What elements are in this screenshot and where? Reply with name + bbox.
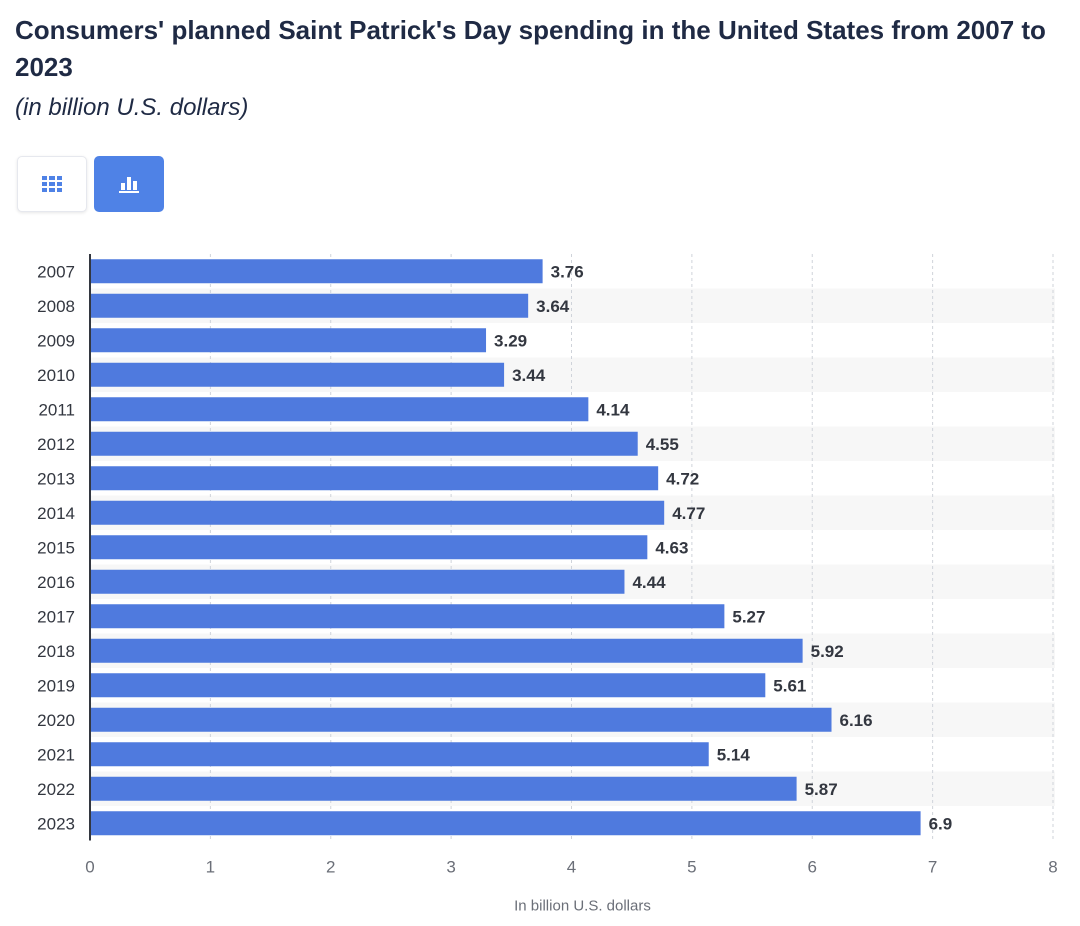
category-label: 2019 [37,676,75,695]
data-label: 4.72 [666,469,699,488]
bar[interactable] [90,431,638,456]
category-label: 2013 [37,469,75,488]
category-label: 2011 [38,400,75,419]
bar[interactable] [90,811,921,836]
category-label: 2014 [37,504,75,523]
x-tick-label: 2 [326,858,335,877]
x-tick-label: 1 [206,858,215,877]
bar[interactable] [90,466,659,491]
data-label: 5.92 [811,642,844,661]
data-label: 6.9 [929,814,953,833]
x-axis-title: In billion U.S. dollars [514,898,651,915]
category-label: 2015 [37,538,75,557]
data-label: 5.87 [805,780,838,799]
data-label: 4.63 [655,538,688,557]
x-tick-label: 5 [687,858,696,877]
bar[interactable] [90,673,766,698]
data-label: 4.55 [646,435,679,454]
category-label: 2018 [37,642,75,661]
bar[interactable] [90,776,797,801]
bar[interactable] [90,500,665,525]
data-label: 3.44 [512,366,546,385]
data-label: 4.77 [672,504,705,523]
bar[interactable] [90,604,725,629]
data-label: 3.29 [494,331,527,350]
x-tick-label: 8 [1048,858,1057,877]
category-label: 2021 [37,745,75,764]
category-label: 2022 [37,780,75,799]
chart-view-button[interactable] [94,156,164,212]
table-view-button[interactable] [17,156,87,212]
category-label: 2023 [37,814,75,833]
data-label: 3.64 [536,297,570,316]
data-label: 6.16 [840,711,873,730]
data-label: 3.76 [551,262,584,281]
data-label: 5.61 [773,676,806,695]
bar[interactable] [90,397,589,422]
x-tick-label: 4 [567,858,576,877]
data-label: 4.44 [632,573,666,592]
category-label: 2020 [37,711,75,730]
chart-title: Consumers' planned Saint Patrick's Day s… [15,15,1046,82]
bar[interactable] [90,707,832,732]
x-tick-label: 0 [85,858,94,877]
category-label: 2009 [37,331,75,350]
chart-subtitle: (in billion U.S. dollars) [15,94,249,121]
bar[interactable] [90,535,648,560]
x-tick-label: 6 [808,858,817,877]
bar[interactable] [90,293,529,318]
bar[interactable] [90,259,543,284]
data-label: 4.14 [596,400,630,419]
category-label: 2007 [37,262,75,281]
x-tick-label: 3 [446,858,455,877]
bar[interactable] [90,742,709,767]
data-label: 5.27 [732,607,765,626]
category-label: 2012 [37,435,75,454]
data-label: 5.14 [717,745,751,764]
bar[interactable] [90,569,625,594]
x-tick-label: 7 [928,858,937,877]
bar[interactable] [90,362,505,387]
bar[interactable] [90,328,487,353]
category-label: 2008 [37,297,75,316]
bar-chart-icon [119,177,139,193]
category-label: 2017 [37,607,75,626]
category-label: 2010 [37,366,75,385]
bar[interactable] [90,638,803,663]
table-grid-icon [42,176,62,192]
category-label: 2016 [37,573,75,592]
